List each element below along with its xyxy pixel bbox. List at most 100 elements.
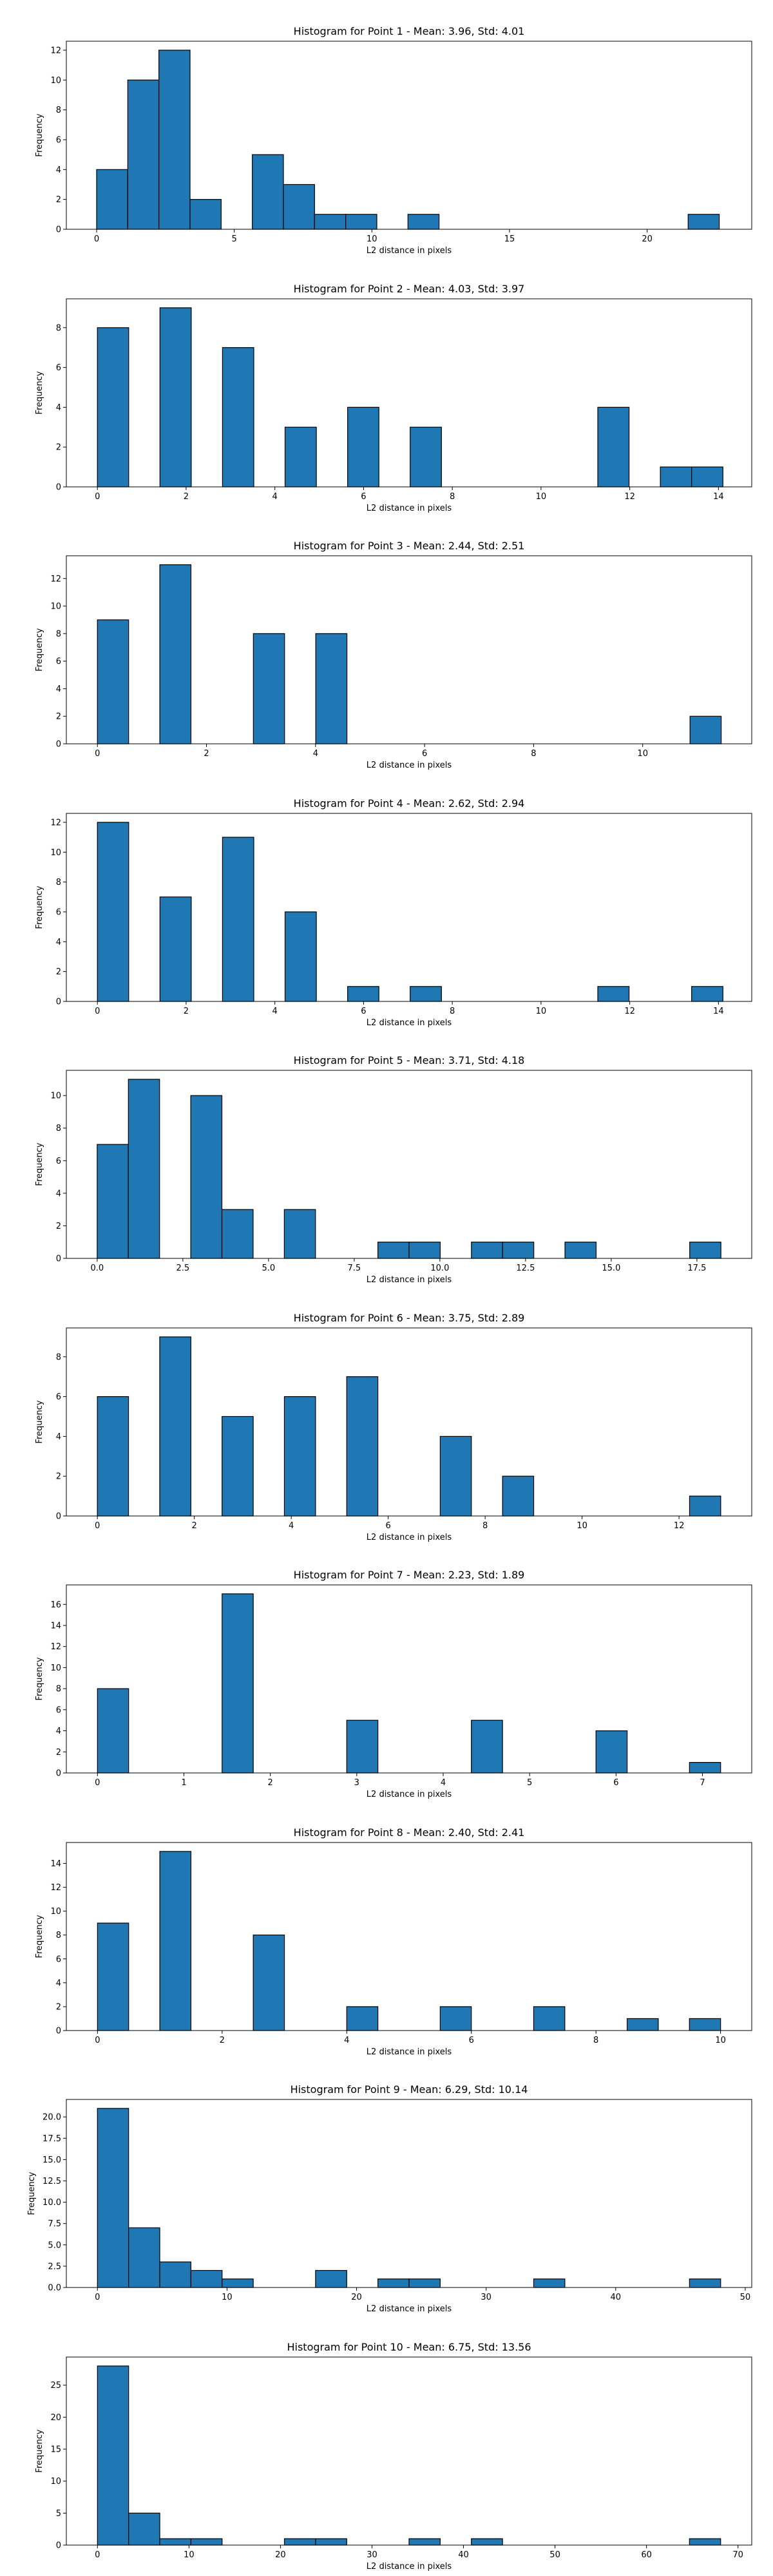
x-axis-label: L2 distance in pixels: [367, 2047, 452, 2057]
y-tick-label: 25: [50, 2381, 61, 2391]
y-tick-label: 6: [56, 1955, 61, 1964]
histogram-bar: [439, 1435, 472, 1517]
histogram-bar: [222, 837, 254, 1002]
y-tick-label: 8: [56, 323, 61, 333]
histogram-bar: [315, 2269, 347, 2288]
y-tick-label: 14: [50, 1859, 61, 1869]
x-tick-label: 60: [641, 2550, 652, 2560]
y-axis-label: Frequency: [35, 886, 44, 929]
x-tick-label: 2: [192, 1521, 197, 1531]
x-tick-label: 10: [715, 2036, 726, 2045]
histogram-bar: [97, 1144, 129, 1259]
axes-frame: [66, 298, 752, 488]
x-axis-label: L2 distance in pixels: [367, 761, 452, 770]
histogram-bar: [96, 169, 128, 230]
chart-title: Histogram for Point 4 - Mean: 2.62, Std:…: [294, 797, 525, 810]
chart-title: Histogram for Point 1 - Mean: 3.96, Std:…: [294, 25, 525, 37]
histogram-bar: [190, 2269, 223, 2288]
x-tick-label: 6: [361, 492, 366, 502]
histogram-bar: [689, 2278, 721, 2288]
y-tick-label: 10: [50, 76, 61, 86]
x-tick-label: 4: [313, 749, 318, 759]
y-tick-label: 10: [50, 1907, 61, 1917]
histogram-bar: [159, 2261, 191, 2288]
histogram-bar: [410, 986, 442, 1002]
x-axis-label: L2 distance in pixels: [367, 2562, 452, 2571]
x-tick-label: 30: [481, 2293, 491, 2302]
axes-frame: [66, 1842, 752, 2031]
histogram-bar: [252, 154, 284, 230]
histogram-bar: [284, 426, 317, 488]
x-tick-label: 5: [527, 1778, 532, 1788]
x-tick-label: 20: [351, 2293, 362, 2302]
y-tick-label: 2: [56, 2002, 61, 2012]
y-tick-label: 5.0: [48, 2240, 61, 2250]
x-tick-label: 8: [482, 1521, 488, 1531]
histogram-bar: [190, 1095, 223, 1259]
histogram-bar: [159, 1851, 192, 2031]
histogram-bar: [407, 214, 440, 230]
x-tick-label: 6: [386, 1521, 391, 1531]
x-tick-label: 12.5: [516, 1264, 535, 1273]
y-tick-label: 15: [50, 2445, 61, 2455]
histogram-bar: [315, 2538, 347, 2546]
y-tick-label: 6: [56, 1392, 61, 1402]
histogram-bar: [253, 1935, 285, 2031]
x-tick-label: 5: [232, 234, 237, 244]
x-tick-label: 2: [184, 1007, 189, 1016]
y-tick-label: 12: [50, 1642, 61, 1652]
x-tick-label: 0: [95, 1778, 100, 1788]
y-tick-label: 2: [56, 1748, 61, 1757]
y-tick-label: 2: [56, 195, 61, 205]
histogram-bar: [377, 2278, 410, 2288]
y-tick-label: 16: [50, 1600, 61, 1610]
histogram-bar: [315, 633, 348, 744]
histogram-bar: [283, 1396, 316, 1517]
y-tick-label: 4: [56, 685, 61, 694]
y-tick-label: 12: [50, 574, 61, 584]
y-tick-label: 7.5: [48, 2219, 61, 2229]
y-tick-label: 2: [56, 443, 61, 453]
y-tick-label: 0: [56, 998, 61, 1007]
y-axis-label: Frequency: [35, 1142, 44, 1186]
x-tick-label: 2: [220, 2036, 225, 2045]
histogram-bar: [159, 564, 192, 744]
x-axis-label: L2 distance in pixels: [367, 2304, 452, 2314]
y-tick-label: 2.5: [48, 2262, 61, 2271]
x-tick-label: 10: [536, 1007, 547, 1016]
chart-10: 0 10 20 30 40 50 60 70 0 5 10 15 20 25 Histogram for P…: [35, 2341, 752, 2571]
x-tick-label: 6: [613, 1778, 618, 1788]
x-tick-label: 8: [531, 749, 536, 759]
x-axis-label: L2 distance in pixels: [367, 1533, 452, 1542]
histogram-bar: [222, 2278, 254, 2288]
y-axis-label: Frequency: [35, 1657, 44, 1700]
x-tick-label: 10: [184, 2550, 195, 2560]
x-tick-label: 8: [450, 1007, 455, 1016]
histogram-bar: [97, 2108, 129, 2288]
y-tick-label: 6: [56, 657, 61, 667]
x-tick-label: 7: [700, 1778, 705, 1788]
histogram-bar: [222, 1416, 254, 1517]
histogram-bar: [408, 1242, 441, 1259]
y-tick-label: 10: [50, 1663, 61, 1673]
chart-title: Histogram for Point 5 - Mean: 3.71, Std:…: [294, 1054, 525, 1066]
histogram-bar: [158, 50, 191, 230]
y-tick-label: 12: [50, 46, 61, 55]
x-axis-label: L2 distance in pixels: [367, 246, 452, 256]
y-tick-label: 0: [56, 1512, 61, 1522]
histogram-bar: [159, 2538, 192, 2546]
histogram-bar: [128, 1079, 160, 1259]
x-tick-label: 6: [469, 2036, 474, 2045]
histogram-bar: [502, 1242, 535, 1259]
histogram-bar: [471, 1719, 503, 1774]
y-tick-label: 4: [56, 1189, 61, 1198]
histogram-bar: [689, 715, 722, 744]
histogram-bar: [159, 1336, 191, 1517]
y-tick-label: 4: [56, 1978, 61, 1988]
x-tick-label: 10: [637, 749, 648, 759]
x-tick-label: 8: [450, 492, 455, 502]
y-axis-label: Frequency: [35, 628, 44, 671]
chart-title: Histogram for Point 7 - Mean: 2.23, Std:…: [294, 1569, 525, 1581]
x-axis-label: L2 distance in pixels: [367, 1018, 452, 1028]
